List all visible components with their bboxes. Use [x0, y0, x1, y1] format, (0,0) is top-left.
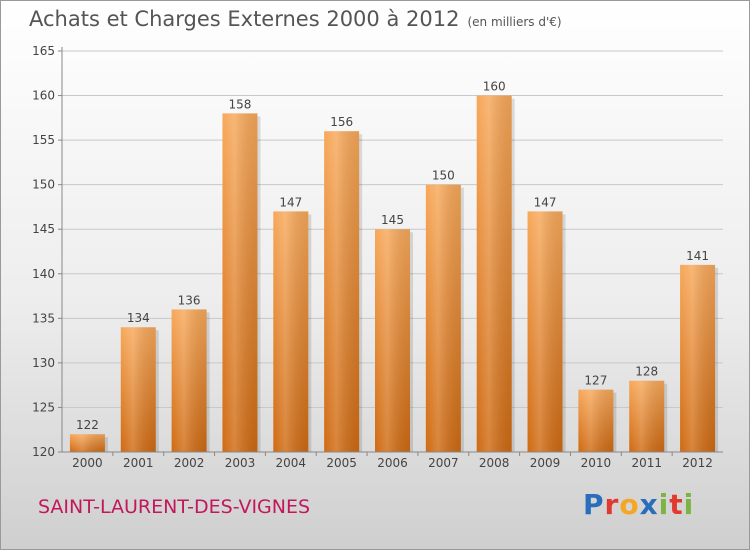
bar-highlight: [476, 95, 512, 453]
chart-subtitle: (en milliers d'€): [467, 15, 562, 29]
bar-value-label: 150: [432, 169, 455, 183]
logo-letter: i: [683, 488, 695, 521]
bar-highlight: [324, 131, 360, 452]
bar-value-label: 147: [534, 195, 557, 209]
x-tick-label: 2007: [428, 456, 459, 470]
x-tick-label: 2003: [225, 456, 256, 470]
logo-letter: x: [639, 488, 659, 521]
logo-letter: o: [619, 488, 640, 521]
logo-letter: P: [583, 488, 605, 521]
x-tick-label: 2010: [581, 456, 612, 470]
y-tick-label: 120: [32, 445, 55, 459]
bar-value-label: 127: [584, 374, 607, 388]
logo-letter: t: [669, 488, 684, 521]
commune-name: SAINT-LAURENT-DES-VIGNES: [38, 496, 311, 518]
bar-value-label: 145: [381, 213, 404, 227]
axes: [58, 47, 723, 456]
x-tick-label: 2009: [530, 456, 561, 470]
x-tick-label: 2005: [326, 456, 357, 470]
bar-highlight: [629, 380, 665, 452]
bar-highlight: [273, 211, 309, 452]
x-tick-label: 2002: [174, 456, 205, 470]
bar-highlight: [680, 264, 716, 452]
bar-value-label: 147: [279, 195, 302, 209]
x-tick-label: 2004: [276, 456, 307, 470]
y-tick-label: 155: [32, 133, 55, 147]
y-tick-label: 150: [32, 178, 55, 192]
x-tick-label: 2012: [682, 456, 713, 470]
bar-highlight: [171, 309, 207, 452]
x-tick-label: 2001: [123, 456, 154, 470]
logo-letter: r: [604, 488, 620, 521]
bar-value-label: 156: [330, 115, 353, 129]
x-tick-label: 2008: [479, 456, 510, 470]
chart-title-text: Achats et Charges Externes 2000 à 2012: [29, 7, 460, 31]
bar-value-label: 134: [127, 311, 150, 325]
bar-highlight: [527, 211, 563, 452]
y-tick-label: 140: [32, 267, 55, 281]
y-tick-label: 145: [32, 222, 55, 236]
x-tick-label: 2000: [72, 456, 103, 470]
bar-highlight: [222, 113, 258, 452]
y-tick-label: 125: [32, 400, 55, 414]
bar-value-label: 128: [635, 365, 658, 379]
bar-highlight: [120, 327, 156, 452]
proxiti-logo: Proxiti: [583, 488, 694, 521]
labels: 120 125 130 135 140 145 150 155 160 165 122 2000 134…: [32, 44, 713, 470]
bar-highlight: [375, 229, 410, 452]
bar-highlight: [425, 184, 461, 452]
y-tick-label: 160: [32, 89, 55, 103]
logo-letter: i: [658, 488, 670, 521]
x-tick-label: 2006: [377, 456, 408, 470]
x-tick-label: 2011: [631, 456, 662, 470]
bar-highlight: [578, 389, 614, 452]
y-tick-label: 130: [32, 356, 55, 370]
bar-value-label: 141: [686, 249, 709, 263]
chart-title: Achats et Charges Externes 2000 à 2012 (e…: [29, 7, 562, 31]
bars: [69, 95, 719, 453]
bar-value-label: 136: [178, 293, 201, 307]
bar-highlight: [69, 434, 105, 452]
bar-value-label: 158: [229, 97, 252, 111]
bar-value-label: 160: [483, 80, 506, 94]
bar-value-label: 122: [76, 418, 99, 432]
y-tick-label: 135: [32, 311, 55, 325]
y-tick-label: 165: [32, 44, 55, 58]
